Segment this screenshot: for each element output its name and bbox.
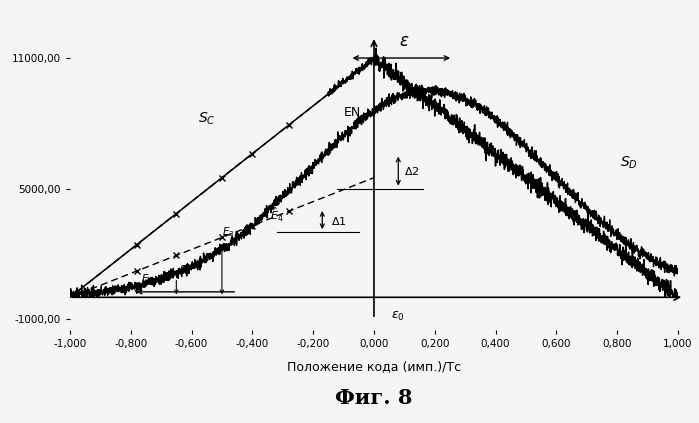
Text: $\Delta 2$: $\Delta 2$: [404, 165, 420, 177]
Text: $E_2$: $E_2$: [180, 263, 192, 277]
Text: Положение кода (имп.)/Тс: Положение кода (имп.)/Тс: [287, 360, 461, 374]
Text: $E_1$: $E_1$: [141, 273, 154, 286]
Text: EN: EN: [344, 106, 361, 119]
Text: $\varepsilon_0$: $\varepsilon_0$: [391, 310, 405, 324]
Text: $E_3$: $E_3$: [222, 225, 235, 239]
Text: $S_D$: $S_D$: [621, 154, 638, 170]
Text: $\varepsilon$: $\varepsilon$: [399, 33, 410, 50]
Text: Фиг. 8: Фиг. 8: [336, 388, 412, 408]
Text: $S_C$: $S_C$: [198, 111, 215, 127]
Text: $\Delta 1$: $\Delta 1$: [331, 215, 347, 227]
Text: $\hat{E}_4$: $\hat{E}_4$: [270, 206, 284, 224]
